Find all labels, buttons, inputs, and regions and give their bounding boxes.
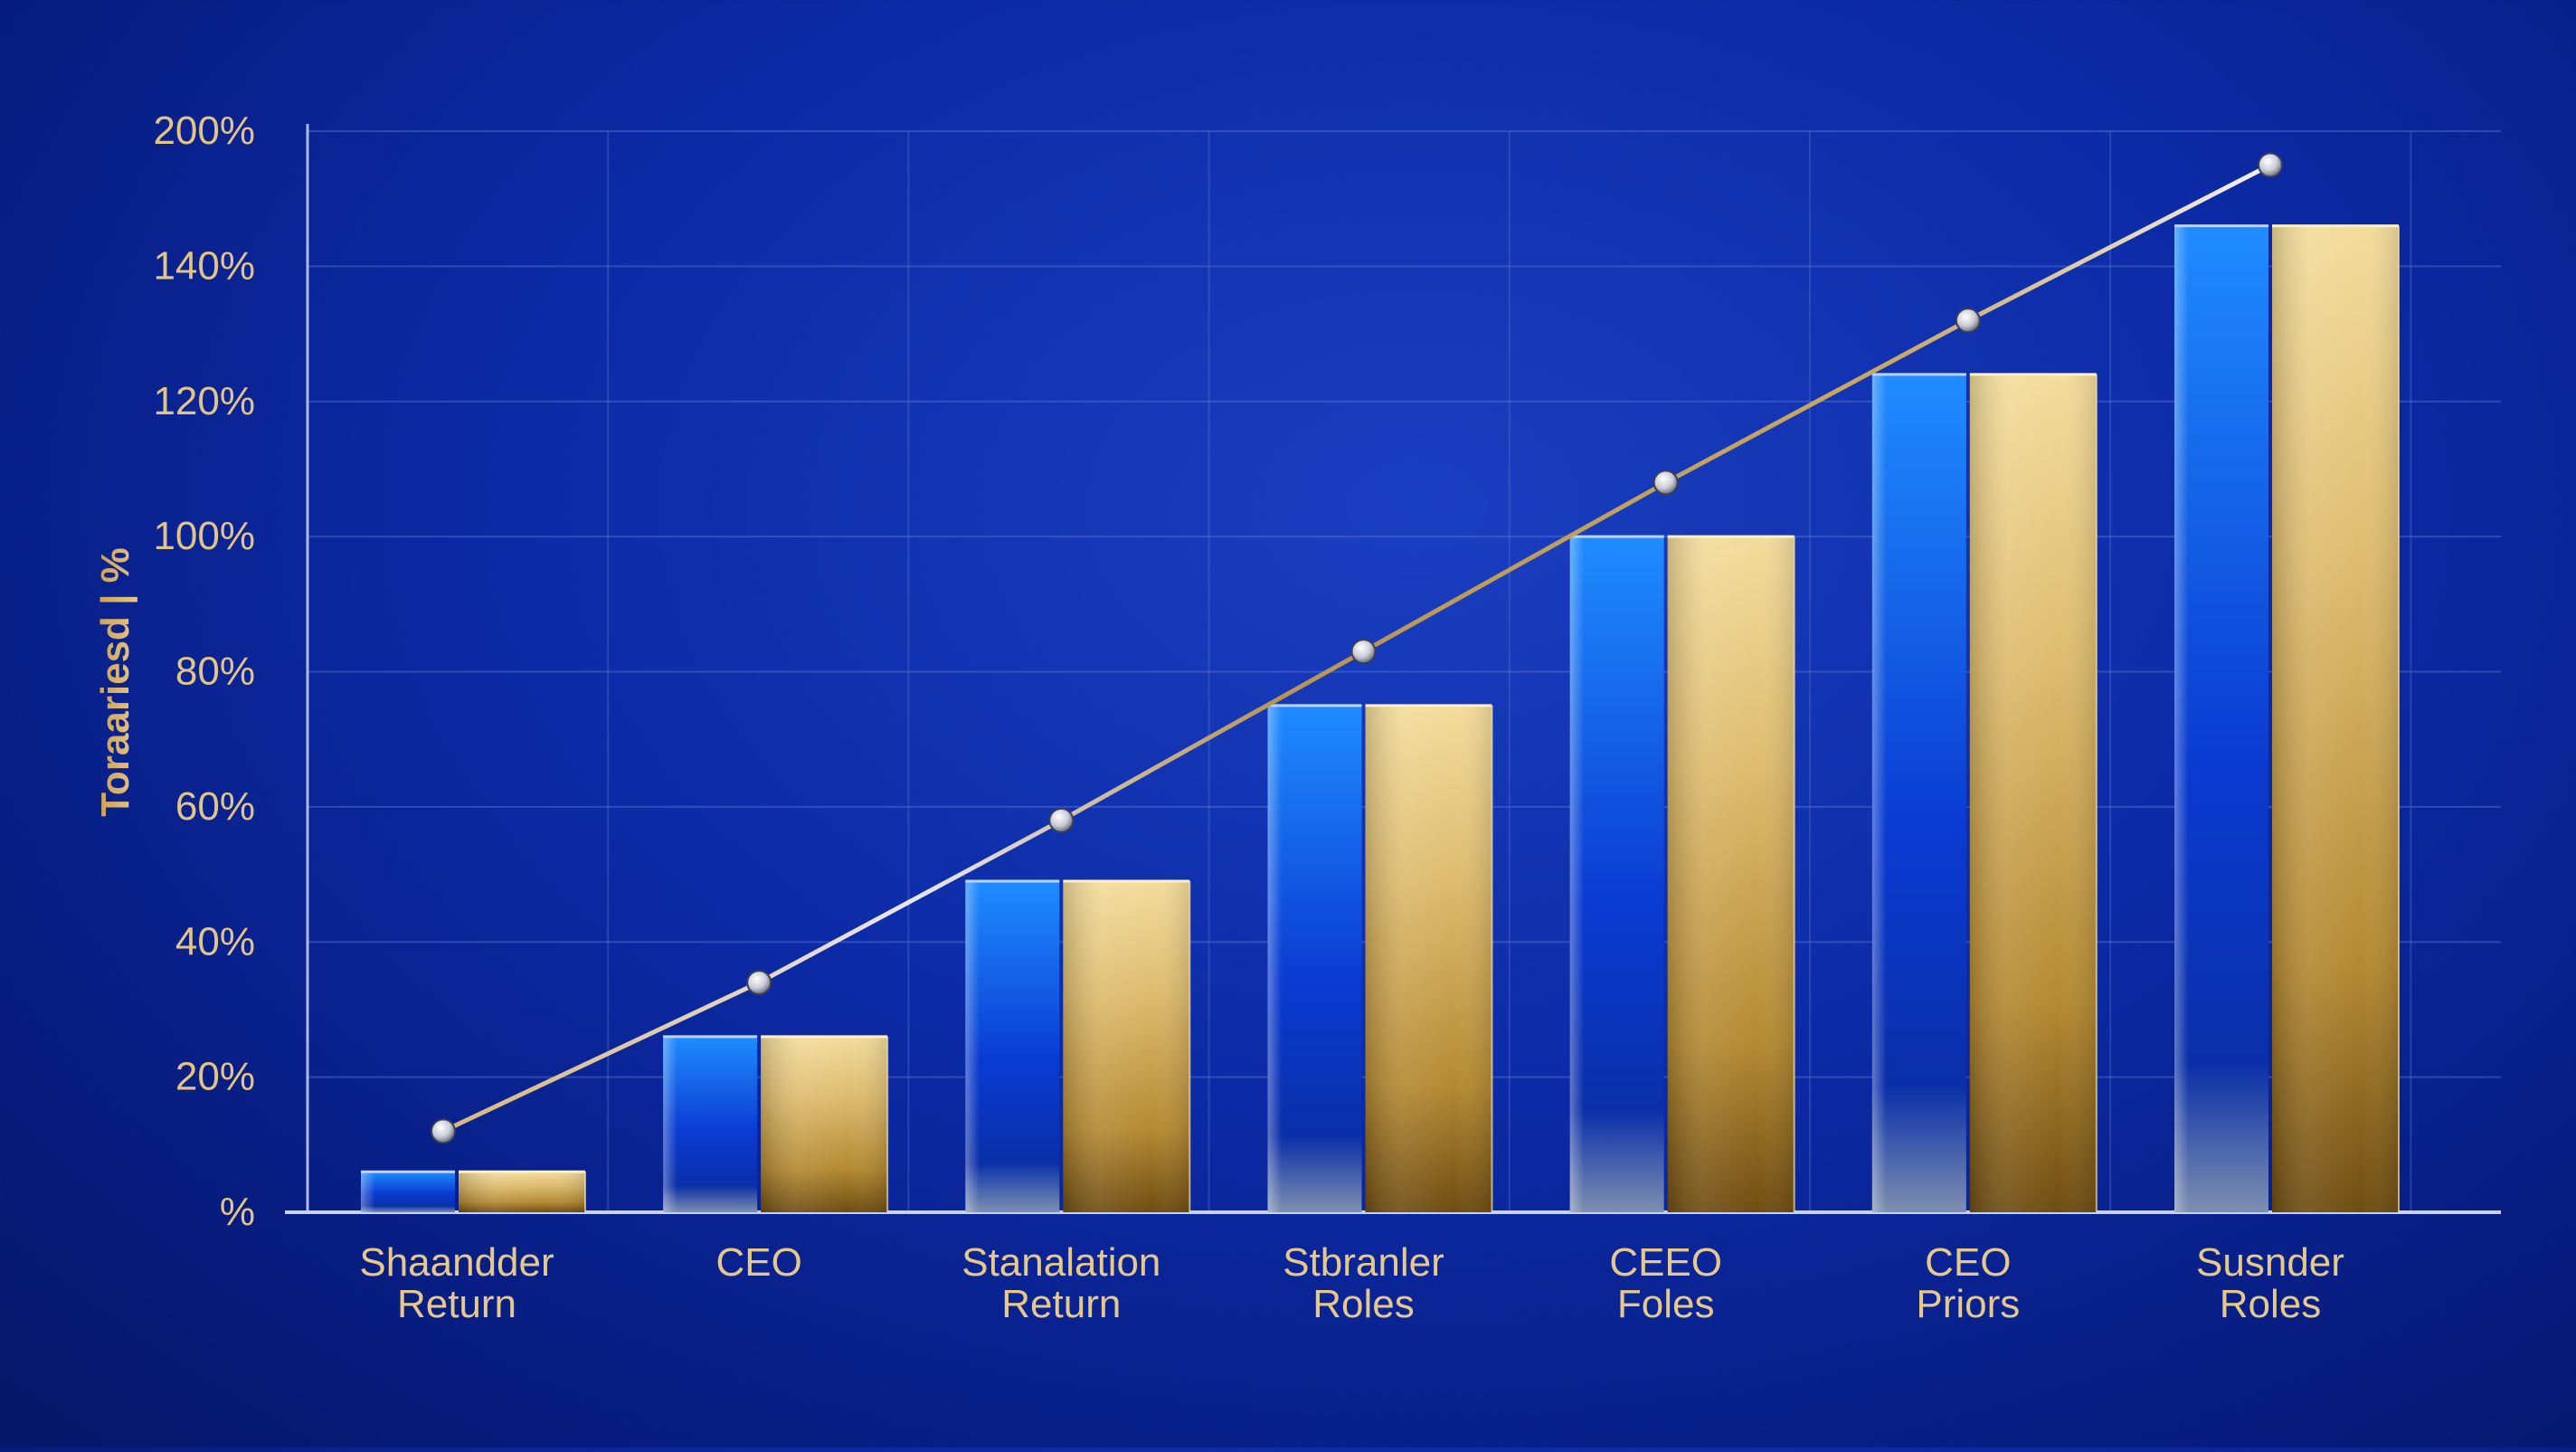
x-tick-label: Roles <box>2220 1282 2322 1326</box>
x-tick-label: Shaandder <box>359 1240 554 1285</box>
bars <box>361 224 2400 1212</box>
trend-point <box>2258 152 2283 178</box>
bar-blue-sheen <box>1569 536 1664 1212</box>
x-tick-label: CEEO <box>1609 1240 1722 1285</box>
bar-blue-sheen <box>663 1036 758 1212</box>
trend-line <box>431 152 2283 1144</box>
trend-point <box>1350 639 1377 665</box>
trend-point <box>431 1118 456 1144</box>
y-axis-title: Toraariesd | % <box>93 547 138 817</box>
bar-gold-sheen <box>761 1036 888 1212</box>
trend-point <box>1955 308 1981 334</box>
y-tick-label: 200% <box>153 109 255 153</box>
y-tick-label: 40% <box>175 919 255 963</box>
bar-blue-sheen <box>1871 374 1966 1212</box>
y-tick-label: 80% <box>175 650 255 694</box>
x-tick-label: Return <box>397 1282 516 1326</box>
x-tick-label: Susnder <box>2196 1240 2344 1285</box>
trend-point <box>1048 807 1075 833</box>
y-tick-label: 140% <box>153 243 255 288</box>
trend-point <box>746 970 772 996</box>
y-tick-label: 60% <box>175 784 255 829</box>
y-tick-label: % <box>220 1190 255 1234</box>
y-tick-label: 120% <box>153 379 255 423</box>
bar-gold-sheen <box>1365 705 1492 1212</box>
bar-gold-sheen <box>459 1172 585 1212</box>
trend-point <box>1653 470 1679 496</box>
bar-blue-sheen <box>361 1172 455 1212</box>
x-tick-label: Roles <box>1312 1282 1415 1326</box>
x-tick-label: CEO <box>715 1240 801 1285</box>
x-tick-label: CEO <box>1925 1240 2011 1285</box>
bar-gold-sheen <box>1969 374 2097 1212</box>
bar-gold-sheen <box>1063 881 1190 1212</box>
x-tick-label: Stbranler <box>1283 1240 1444 1285</box>
x-tick-label: Foles <box>1617 1282 1715 1326</box>
y-tick-labels: % 20% 40% 60% 80% 100% 120% 140% 200% <box>153 109 255 1234</box>
bar-gold-sheen <box>1667 536 1795 1212</box>
bar-gold-sheen <box>2272 225 2399 1212</box>
bar-blue-sheen <box>1267 705 1362 1212</box>
bar-blue-sheen <box>2174 225 2268 1212</box>
x-tick-label: Return <box>1001 1282 1121 1326</box>
y-tick-label: 100% <box>153 514 255 558</box>
x-tick-label: Stanalation <box>961 1240 1160 1285</box>
y-tick-label: 20% <box>175 1055 255 1099</box>
bar-blue-sheen <box>965 881 1060 1212</box>
gridlines <box>307 130 2501 1212</box>
x-tick-label: Priors <box>1916 1282 2020 1326</box>
